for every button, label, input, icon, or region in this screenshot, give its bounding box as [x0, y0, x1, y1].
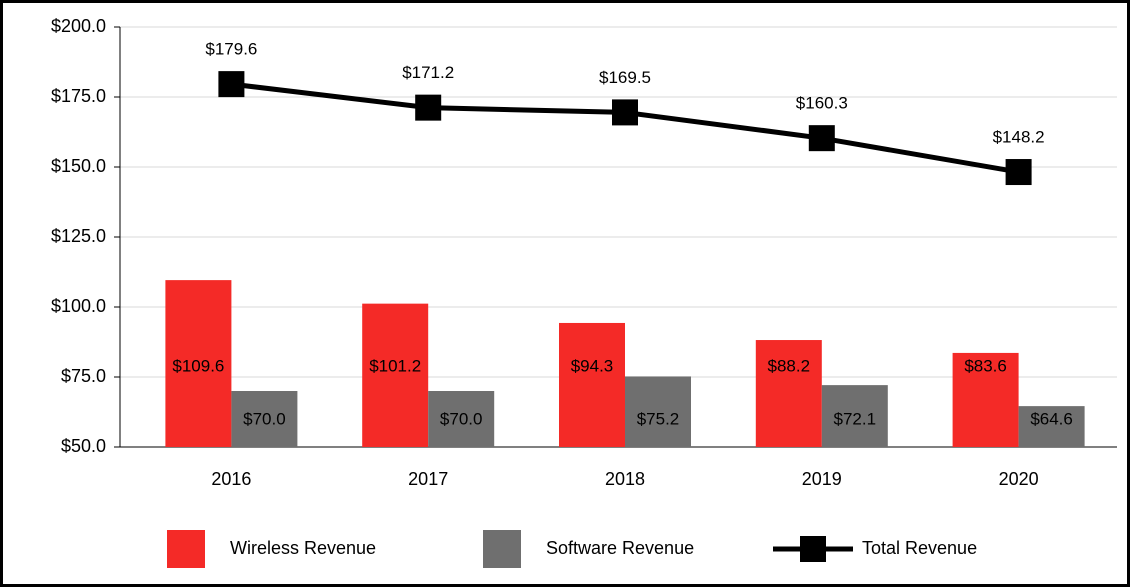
data-label: $160.3	[796, 94, 848, 113]
data-label: $70.0	[243, 409, 286, 428]
line-marker	[415, 94, 442, 121]
legend-label: Wireless Revenue	[230, 538, 376, 558]
x-tick-label: 2017	[408, 469, 448, 489]
x-tick-label: 2020	[999, 469, 1039, 489]
x-tick-label: 2016	[211, 469, 251, 489]
data-label: $83.6	[964, 356, 1007, 375]
data-label: $179.6	[205, 40, 257, 59]
bar	[428, 391, 495, 447]
x-tick-label: 2019	[802, 469, 842, 489]
legend-label: Software Revenue	[546, 538, 694, 558]
bar	[165, 280, 232, 447]
line-marker	[808, 125, 835, 152]
bar	[625, 376, 691, 447]
data-label: $169.5	[599, 68, 651, 87]
y-tick-label: $125.0	[51, 226, 106, 246]
data-label: $109.6	[172, 356, 224, 375]
line-marker	[1005, 159, 1032, 186]
legend-swatch	[167, 530, 205, 568]
data-label: $148.2	[993, 128, 1045, 147]
bar	[755, 340, 822, 447]
bar	[231, 391, 298, 447]
data-label: $70.0	[440, 409, 483, 428]
bar	[821, 385, 888, 447]
bar	[362, 303, 429, 447]
line-marker	[612, 99, 638, 126]
bar	[952, 352, 1019, 447]
data-label: $94.3	[571, 356, 614, 375]
data-label: $72.1	[834, 409, 877, 428]
y-tick-label: $50.0	[61, 436, 106, 456]
data-label: $101.2	[369, 356, 421, 375]
y-tick-label: $150.0	[51, 156, 106, 176]
data-label: $88.2	[768, 356, 811, 375]
legend-label: Total Revenue	[862, 538, 977, 558]
bar	[1018, 406, 1085, 447]
bar	[559, 322, 625, 447]
line-marker	[218, 71, 245, 98]
y-tick-label: $75.0	[61, 366, 106, 386]
data-label: $171.2	[402, 63, 454, 82]
legend-marker	[800, 536, 826, 562]
x-tick-label: 2018	[605, 469, 645, 489]
y-tick-label: $175.0	[51, 86, 106, 106]
legend-swatch	[483, 530, 521, 568]
data-label: $64.6	[1030, 409, 1073, 428]
y-tick-label: $100.0	[51, 296, 106, 316]
data-label: $75.2	[637, 409, 680, 428]
y-tick-label: $200.0	[51, 16, 106, 36]
